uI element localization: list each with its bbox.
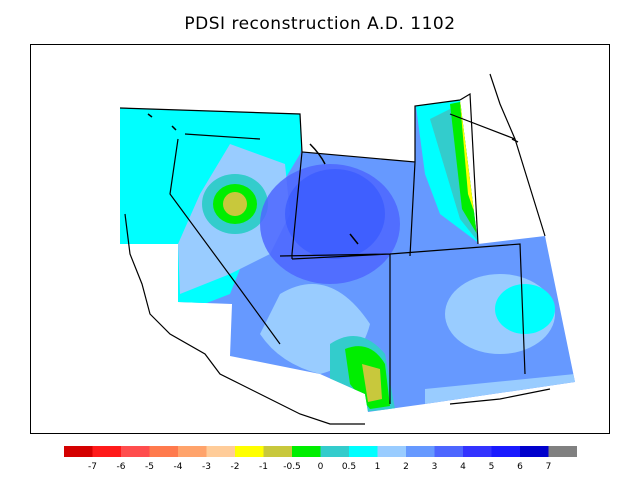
legend-swatch xyxy=(206,446,235,457)
legend-label: -2 xyxy=(231,462,240,472)
legend-swatch xyxy=(548,446,577,457)
legend-swatch xyxy=(64,446,93,457)
color-legend: -7 -6 -5 -4 -3 -2 -1 -0.5 0 0.5 1 2 3 4 5 6 7 xyxy=(64,446,577,472)
legend-swatch xyxy=(434,446,463,457)
legend-label: 3 xyxy=(432,462,438,472)
pdsi-map xyxy=(30,44,610,434)
legend-label: 2 xyxy=(403,462,409,472)
legend-swatch xyxy=(235,446,264,457)
legend-label: 4 xyxy=(460,462,466,472)
legend-label: 1 xyxy=(375,462,381,472)
legend-label: 6 xyxy=(517,462,523,472)
legend-label: 7 xyxy=(546,462,552,472)
legend-swatch xyxy=(149,446,178,457)
legend-label: -6 xyxy=(117,462,126,472)
legend-label: -7 xyxy=(88,462,97,472)
coastline xyxy=(124,213,551,425)
legend-swatch xyxy=(320,446,349,457)
map-title: PDSI reconstruction A.D. 1102 xyxy=(184,14,456,34)
legend-label: -4 xyxy=(174,462,183,472)
legend-label: -3 xyxy=(202,462,211,472)
legend-swatch xyxy=(178,446,207,457)
legend-swatch xyxy=(463,446,492,457)
legend-label: -1 xyxy=(259,462,268,472)
state-boundaries xyxy=(119,73,546,404)
legend-swatch xyxy=(349,446,378,457)
legend-swatch xyxy=(491,446,520,457)
legend-label: 5 xyxy=(489,462,495,472)
legend-swatch xyxy=(263,446,292,457)
legend-swatch xyxy=(292,446,321,457)
legend-swatch xyxy=(406,446,435,457)
legend-label: -0.5 xyxy=(283,462,301,472)
legend-swatch xyxy=(92,446,121,457)
legend-label: 0.5 xyxy=(342,462,356,472)
legend-swatch xyxy=(377,446,406,457)
legend-swatch xyxy=(520,446,549,457)
legend-label: 0 xyxy=(318,462,324,472)
legend-label: -5 xyxy=(145,462,154,472)
lakes xyxy=(147,113,519,245)
legend-swatch xyxy=(121,446,150,457)
